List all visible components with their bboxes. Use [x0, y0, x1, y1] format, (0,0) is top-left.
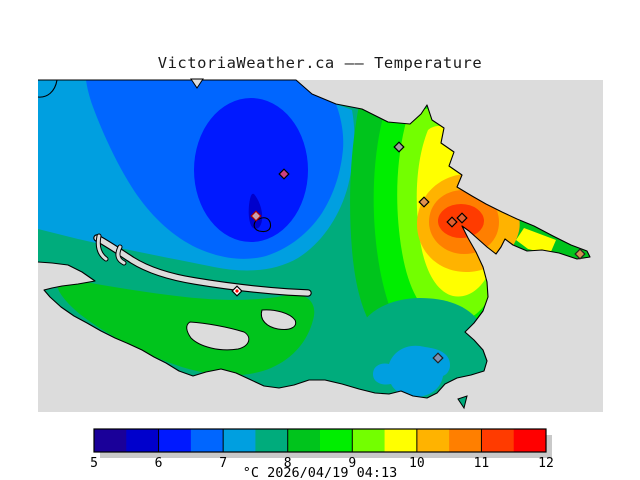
colorbar-tick-label: 10 — [409, 456, 425, 471]
tiny-island — [457, 395, 468, 410]
station-marker — [432, 352, 444, 364]
colorbar-tick-label: 12 — [538, 456, 554, 471]
coastline — [37, 79, 591, 399]
colorbar-segment — [94, 429, 127, 452]
colorbar-segment — [255, 429, 289, 452]
colorbar-segments — [94, 429, 547, 452]
colorbar: 5 6 7 8 9 10 11 12 °C 2026/04/19 04:13 — [90, 428, 554, 480]
station-marker — [418, 196, 430, 208]
station-marker — [250, 210, 262, 222]
colorbar-border — [93, 428, 547, 453]
colorbar-segment — [416, 429, 450, 452]
band-blue-core — [194, 98, 308, 242]
station-marker — [278, 168, 290, 180]
colorbar-segment — [223, 429, 256, 452]
station-marker — [456, 212, 468, 224]
station-diamond-icon — [456, 212, 468, 224]
colorbar-tick-label: 5 — [90, 456, 98, 471]
station-diamond-icon — [446, 216, 458, 228]
colorbar-segment — [513, 429, 547, 452]
colorbar-tick-label: 8 — [284, 456, 292, 471]
band-lightblue-pocket — [373, 345, 451, 398]
colorbar-segment — [158, 429, 192, 452]
inlet-channel — [93, 233, 312, 297]
colorbar-tick-label: 9 — [348, 456, 356, 471]
colorbar-tick-labels: 5 6 7 8 9 10 11 12 — [90, 456, 554, 471]
colorbar-segment — [190, 429, 224, 452]
station-marker — [574, 248, 586, 260]
band-green-southwest — [56, 277, 315, 376]
colorbar-segment — [384, 429, 418, 452]
coast-notch — [190, 78, 204, 89]
colorbar-segment — [126, 429, 160, 452]
station-dot-icon — [235, 289, 239, 293]
colorbar-segment — [320, 429, 353, 452]
colorbar-gridlines — [158, 429, 482, 452]
colorbar-tick-label: 11 — [474, 456, 490, 471]
station-diamond-icon — [432, 352, 444, 364]
station-markers — [231, 141, 586, 364]
inlet-bay-2 — [260, 309, 297, 330]
station-diamond-icon — [574, 248, 586, 260]
station-diamond-icon — [278, 168, 290, 180]
station-marker — [231, 285, 243, 297]
lake-outline — [253, 217, 272, 233]
station-marker — [393, 141, 405, 153]
colorbar-caption: °C 2026/04/19 04:13 — [243, 465, 397, 480]
station-diamond-icon — [393, 141, 405, 153]
band-yellow-peninsula — [516, 228, 556, 254]
colorbar-tick-label: 6 — [155, 456, 163, 471]
colorbar-segment — [287, 429, 321, 452]
station-diamond-icon — [418, 196, 430, 208]
station-diamond-icon — [250, 210, 262, 222]
station-marker — [446, 216, 458, 228]
corner-island-arc — [37, 79, 58, 98]
colorbar-segment — [352, 429, 386, 452]
page-title: VictoriaWeather.ca —— Temperature — [158, 54, 482, 72]
colorbar-tick-label: 7 — [219, 456, 227, 471]
inlet-bay-1 — [186, 321, 250, 351]
colorbar-segment — [449, 429, 482, 452]
colorbar-segment — [481, 429, 515, 452]
